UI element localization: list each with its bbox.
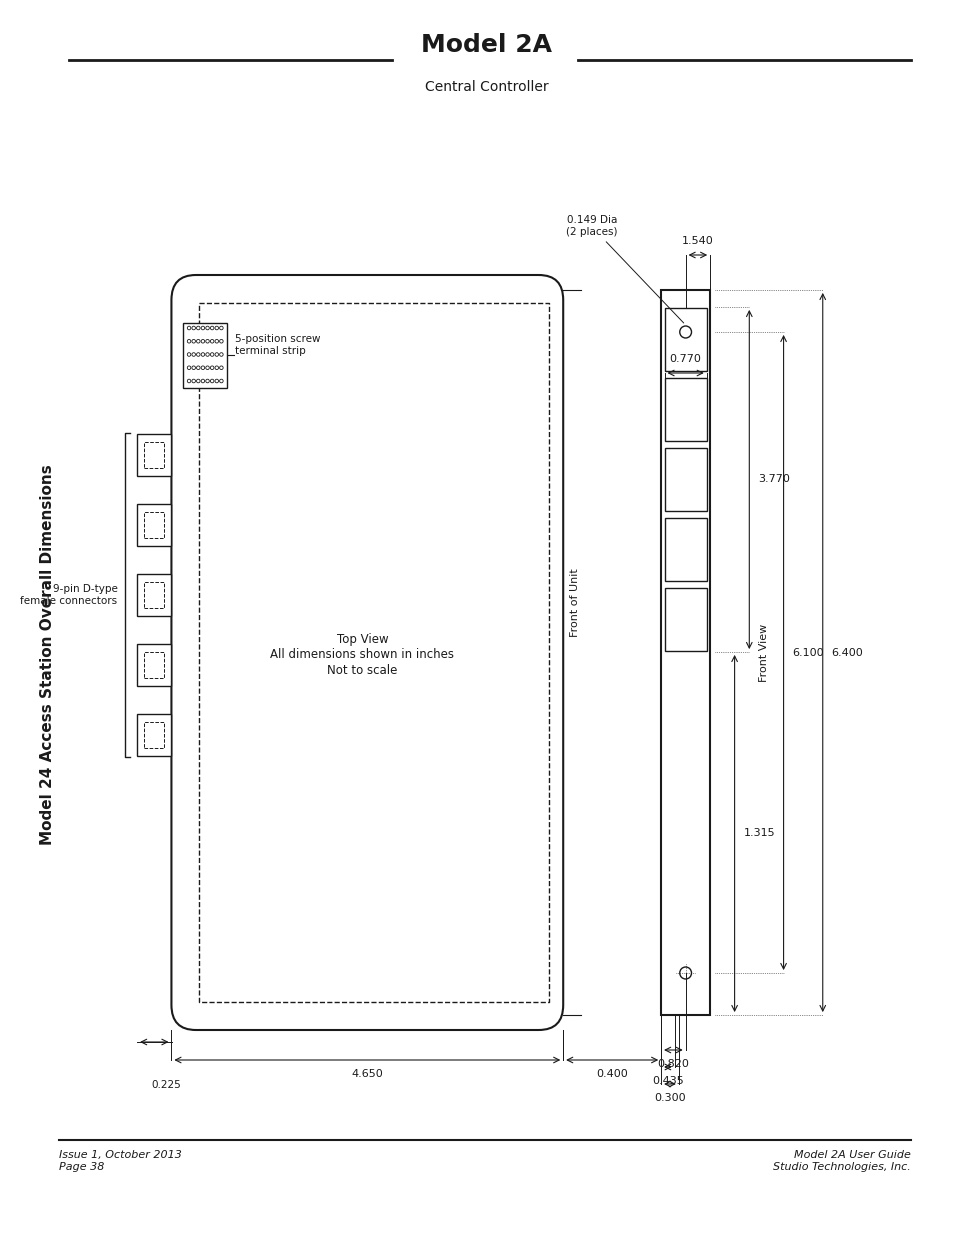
- Bar: [137, 504, 172, 546]
- Bar: [660, 290, 709, 1015]
- Text: Front of Unit: Front of Unit: [569, 568, 579, 637]
- Text: 6.100: 6.100: [792, 647, 823, 657]
- Text: 0.300: 0.300: [654, 1093, 685, 1103]
- Text: 0.149 Dia
(2 places): 0.149 Dia (2 places): [565, 215, 683, 324]
- Text: 0.400: 0.400: [596, 1070, 627, 1079]
- Text: 0.770: 0.770: [669, 354, 700, 364]
- Bar: [144, 442, 163, 468]
- Bar: [144, 652, 163, 678]
- Text: 1.315: 1.315: [742, 829, 774, 839]
- Text: Issue 1, October 2013
Page 38: Issue 1, October 2013 Page 38: [59, 1150, 181, 1172]
- Text: 0.435: 0.435: [651, 1076, 683, 1086]
- Bar: [664, 308, 706, 370]
- Text: 4.650: 4.650: [351, 1070, 383, 1079]
- Text: 3.770: 3.770: [758, 474, 789, 484]
- Bar: [664, 378, 706, 441]
- Text: Central Controller: Central Controller: [424, 80, 548, 94]
- Bar: [664, 517, 706, 580]
- Bar: [137, 643, 172, 685]
- Text: Top View
All dimensions shown in inches
Not to scale: Top View All dimensions shown in inches …: [270, 634, 454, 677]
- Text: Model 2A User Guide
Studio Technologies, Inc.: Model 2A User Guide Studio Technologies,…: [772, 1150, 910, 1172]
- Bar: [144, 513, 163, 537]
- Bar: [144, 583, 163, 608]
- Bar: [137, 574, 172, 616]
- Text: Front View: Front View: [759, 624, 768, 682]
- Bar: [137, 714, 172, 756]
- Bar: [664, 448, 706, 511]
- Bar: [664, 588, 706, 651]
- Text: 0.225: 0.225: [152, 1079, 181, 1091]
- Text: 0.820: 0.820: [657, 1058, 689, 1070]
- FancyBboxPatch shape: [172, 275, 562, 1030]
- Text: Model 24 Access Station Overall Dimensions: Model 24 Access Station Overall Dimensio…: [39, 464, 54, 846]
- Bar: [183, 322, 227, 388]
- Bar: [137, 433, 172, 475]
- Bar: [144, 722, 163, 747]
- Text: 5-position screw
terminal strip: 5-position screw terminal strip: [234, 335, 320, 356]
- Text: 9-pin D-type
female connectors: 9-pin D-type female connectors: [20, 584, 117, 606]
- Text: 6.400: 6.400: [831, 647, 862, 657]
- Text: 1.540: 1.540: [681, 236, 713, 246]
- Text: Model 2A: Model 2A: [421, 33, 552, 57]
